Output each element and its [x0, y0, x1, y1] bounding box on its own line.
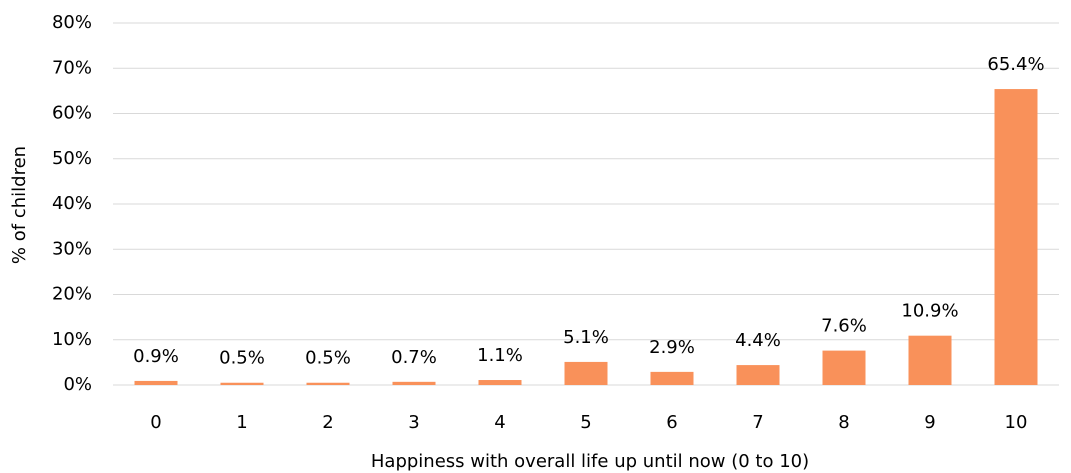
- y-tick-label: 40%: [52, 193, 92, 214]
- bar: [392, 381, 436, 385]
- y-tick-label: 60%: [52, 103, 92, 124]
- y-axis-title: % of children: [9, 146, 30, 264]
- x-tick-label: 10: [1005, 412, 1028, 433]
- data-label: 5.1%: [563, 327, 609, 348]
- bar: [134, 380, 178, 385]
- y-tick-label: 30%: [52, 238, 92, 259]
- y-tick-label: 0%: [63, 374, 92, 395]
- bar: [822, 350, 866, 385]
- x-tick-label: 9: [924, 412, 935, 433]
- data-label: 10.9%: [901, 301, 958, 322]
- x-tick-label: 2: [322, 412, 333, 433]
- bar: [220, 382, 264, 385]
- data-label: 0.5%: [219, 348, 265, 369]
- bar: [994, 89, 1038, 385]
- data-label: 0.7%: [391, 347, 437, 368]
- data-label: 0.5%: [305, 348, 351, 369]
- x-tick-label: 3: [408, 412, 419, 433]
- x-axis-title: Happiness with overall life up until now…: [371, 451, 809, 472]
- y-tick-label: 20%: [52, 284, 92, 305]
- data-label: 2.9%: [649, 337, 695, 358]
- data-label: 65.4%: [987, 54, 1044, 75]
- bar: [908, 335, 952, 385]
- y-tick-label: 50%: [52, 148, 92, 169]
- bar: [306, 382, 350, 385]
- x-tick-label: 8: [838, 412, 849, 433]
- data-label: 1.1%: [477, 345, 523, 366]
- y-tick-label: 70%: [52, 57, 92, 78]
- x-tick-label: 7: [752, 412, 763, 433]
- bar: [736, 365, 780, 385]
- x-tick-label: 1: [236, 412, 247, 433]
- data-label: 4.4%: [735, 330, 781, 351]
- y-tick-label: 80%: [52, 12, 92, 33]
- bar: [650, 371, 694, 385]
- x-tick-label: 5: [580, 412, 591, 433]
- bar: [564, 361, 608, 385]
- y-tick-label: 10%: [52, 329, 92, 350]
- data-label: 7.6%: [821, 316, 867, 337]
- x-tick-label: 6: [666, 412, 677, 433]
- data-label: 0.9%: [133, 346, 179, 367]
- bar: [478, 380, 522, 385]
- x-tick-label: 4: [494, 412, 505, 433]
- x-tick-label: 0: [150, 412, 161, 433]
